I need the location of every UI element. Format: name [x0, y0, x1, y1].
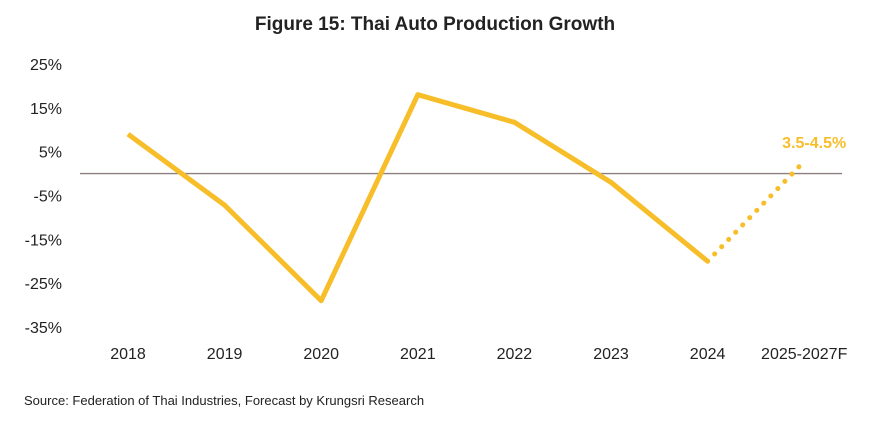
x-tick-label: 2021 [400, 346, 436, 363]
series-point [318, 298, 324, 304]
series-point [222, 202, 228, 208]
series-point [511, 119, 517, 125]
x-tick-label: 2022 [497, 346, 533, 363]
forecast-segment [705, 158, 807, 264]
forecast-annotation: 3.5-4.5% [782, 135, 846, 152]
y-tick-label: 15% [30, 101, 62, 118]
x-tick-label: 2023 [593, 346, 629, 363]
x-tick-label: 2024 [690, 346, 726, 363]
x-tick-label: 2018 [110, 346, 146, 363]
y-tick-label: -15% [25, 232, 62, 249]
series-segment [417, 92, 516, 125]
series-segment [126, 132, 227, 208]
x-tick-label: 2020 [303, 346, 339, 363]
x-tick-label: 2025-2027F [761, 346, 848, 363]
series-segment [222, 203, 323, 303]
chart-title: Figure 15: Thai Auto Production Growth [254, 14, 616, 35]
y-tick-label: -5% [34, 189, 62, 206]
y-tick-label: 5% [39, 145, 62, 162]
series-segment [513, 120, 613, 185]
series-point [415, 92, 421, 98]
series-point [608, 179, 614, 185]
series-segment [609, 180, 710, 264]
x-tick-label: 2019 [207, 346, 243, 363]
y-tick-label: 25% [30, 57, 62, 74]
y-axis-ticks: 25% 15% 5% -5% -15% -25% -35% [25, 57, 62, 337]
series-segment [318, 93, 421, 302]
source-note: Source: Federation of Thai Industries, F… [24, 393, 425, 408]
y-tick-label: -25% [25, 276, 62, 293]
series-line [126, 92, 807, 304]
x-axis-ticks: 2018 2019 2020 2021 2022 2023 2024 2025-2027F [110, 346, 847, 363]
y-tick-label: -35% [25, 320, 62, 337]
